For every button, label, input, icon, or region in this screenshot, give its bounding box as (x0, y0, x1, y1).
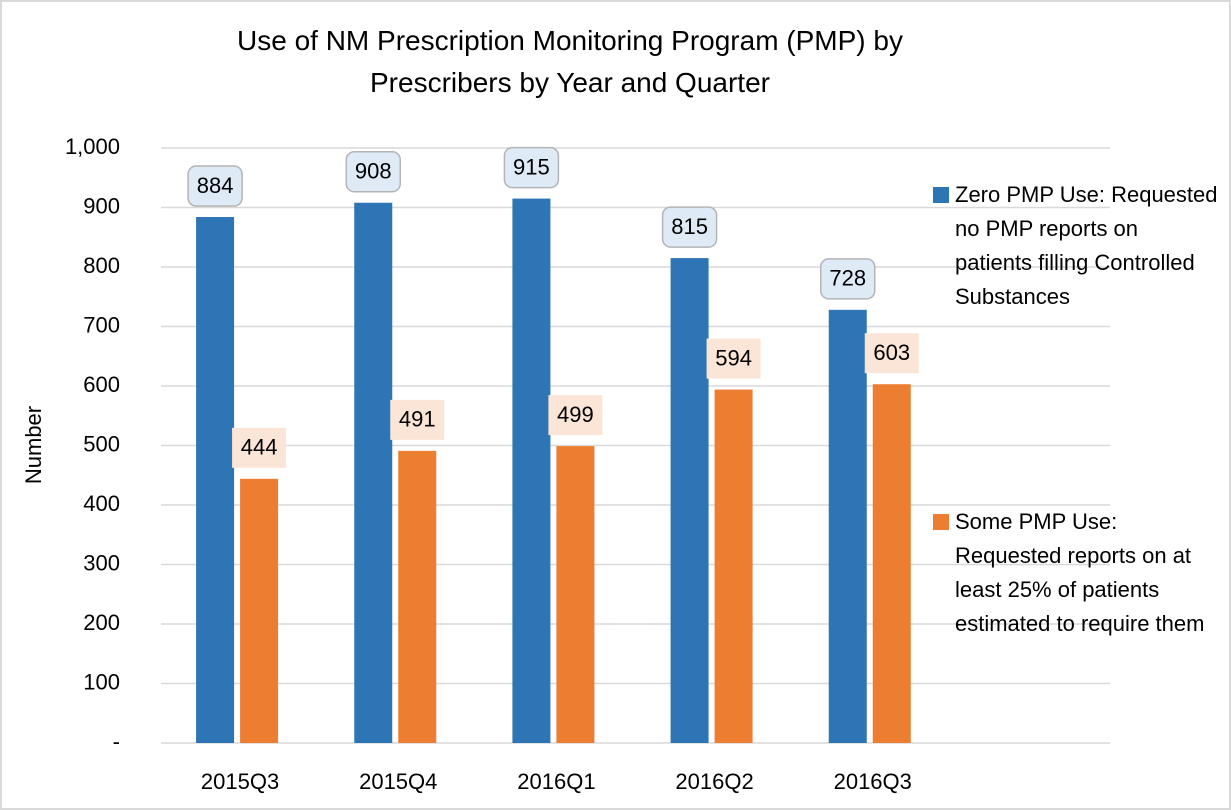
data-label-box (820, 258, 876, 300)
data-label-box (864, 333, 919, 374)
y-tick-label: 600 (83, 372, 120, 397)
x-tick-label: 2015Q4 (359, 769, 437, 794)
bar (872, 384, 911, 743)
bar (354, 202, 393, 744)
data-label-box (503, 146, 560, 189)
data-label: 915 (513, 154, 550, 179)
data-label: 908 (355, 159, 392, 184)
legend-swatch (933, 514, 949, 530)
y-tick-label: 900 (83, 193, 120, 218)
y-tick-label: 300 (83, 550, 120, 575)
data-label-box (548, 395, 603, 436)
y-axis-label: Number (21, 406, 46, 484)
bar (670, 258, 709, 743)
legend-swatch (933, 187, 949, 203)
data-label-box (390, 399, 445, 440)
data-label: 884 (197, 173, 234, 198)
x-tick-label: 2015Q3 (201, 769, 279, 794)
data-label: 815 (671, 214, 708, 239)
y-tick-label: 200 (83, 610, 120, 635)
data-label: 444 (241, 435, 278, 460)
x-tick-label: 2016Q1 (517, 769, 595, 794)
data-label-box (345, 150, 401, 193)
data-label: 499 (557, 402, 594, 427)
legend-entry: Some PMP Use: Requested reports on at le… (955, 509, 1205, 636)
x-tick-label: 2016Q2 (675, 769, 753, 794)
x-tick-label: 2016Q3 (834, 769, 912, 794)
y-tick-label: 400 (83, 491, 120, 516)
bar (240, 478, 279, 743)
bar (398, 450, 437, 743)
y-tick-label: - (113, 729, 120, 754)
legend-entry: Zero PMP Use: Requested no PMP reports o… (955, 182, 1218, 309)
data-label: 603 (873, 340, 910, 365)
data-label-box (706, 338, 761, 379)
bar (556, 446, 595, 743)
chart-title: Use of NM Prescription Monitoring Progra… (237, 25, 903, 98)
data-label-box (187, 165, 243, 207)
bar (714, 389, 753, 743)
y-tick-label: 1,000 (65, 134, 120, 159)
bar (828, 309, 867, 743)
y-tick-label: 700 (83, 312, 120, 337)
data-label: 728 (829, 266, 866, 291)
y-tick-label: 100 (83, 669, 120, 694)
data-label: 491 (399, 407, 436, 432)
bar (196, 217, 235, 743)
bar (512, 198, 551, 743)
y-tick-label: 500 (83, 431, 120, 456)
y-tick-label: 800 (83, 253, 120, 278)
data-label: 594 (715, 345, 752, 370)
data-label-box (661, 206, 718, 248)
data-label-box (232, 427, 287, 468)
